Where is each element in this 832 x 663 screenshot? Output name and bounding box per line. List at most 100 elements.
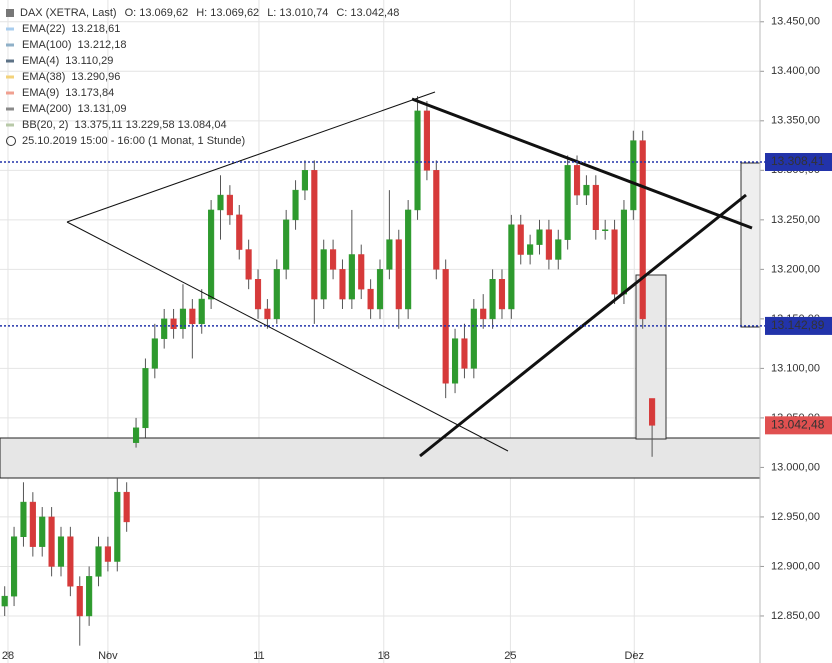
candle-body	[348, 254, 355, 300]
overlay: 13.308,41 13.142,89 13.042,48 DAX (XETRA, L…	[0, 7, 832, 435]
indicator-value: 13.131,09	[78, 103, 127, 115]
candle-body	[498, 279, 506, 310]
indicator-name: BB(20, 2)	[22, 119, 68, 131]
indicator-value: 13.110,29	[65, 55, 113, 67]
candle-body	[170, 318, 177, 330]
candle-body	[179, 308, 187, 330]
legend-swatch	[6, 9, 14, 17]
candle-body	[86, 576, 93, 617]
candle-body	[67, 536, 74, 587]
indicator-value: 13.212,18	[78, 39, 127, 51]
trend-line	[66, 91, 436, 223]
candle-body	[264, 308, 271, 320]
indicator-name: EMA(38)	[22, 71, 65, 83]
candle-body	[254, 279, 262, 310]
candle-body	[189, 308, 196, 325]
indicator-value: 13.375,11 13.229,58 13.084,04	[74, 119, 226, 131]
indicator-value: 13.290,96	[71, 71, 120, 83]
y-tick-label: 12.950,00	[771, 511, 820, 523]
candle-body	[386, 239, 393, 270]
candle-body	[339, 269, 346, 300]
ohlc-label: H: 13.069,62	[196, 7, 259, 19]
indicator-value: 13.218,61	[71, 23, 120, 35]
candle-body	[245, 249, 252, 280]
candle-body	[11, 536, 18, 597]
candle-body	[208, 209, 215, 300]
y-tick-label: 13.100,00	[771, 362, 820, 374]
candle-body	[592, 184, 599, 230]
trend-lines	[66, 91, 753, 458]
candle-body	[602, 229, 609, 231]
y-tick-label: 12.900,00	[771, 560, 820, 572]
candle-body	[573, 165, 581, 196]
support-zone	[0, 437, 761, 479]
candle-body	[217, 194, 224, 211]
candle-body	[20, 501, 27, 537]
trend-line	[66, 221, 509, 452]
candle-body	[423, 110, 430, 171]
candle-body	[583, 184, 590, 196]
candle-body	[639, 140, 646, 320]
candle-body	[1, 595, 8, 607]
trend-line	[411, 97, 753, 230]
candle-body	[555, 239, 562, 260]
candle-body	[508, 224, 515, 310]
candle-body	[301, 170, 309, 191]
candle-body	[95, 546, 102, 577]
candle-body	[151, 338, 158, 369]
candle-body	[142, 368, 149, 429]
x-tick-label: 11	[253, 650, 264, 662]
candle-body	[29, 501, 36, 547]
candle-body	[273, 269, 280, 320]
candle-body	[320, 249, 327, 300]
y-tick-label: 13.350,00	[771, 115, 820, 127]
indicator-name: EMA(100)	[22, 39, 72, 51]
candle-body	[48, 516, 55, 567]
indicator-name: EMA(4)	[22, 55, 59, 67]
price-tag-label: 13.308,41	[771, 154, 825, 168]
candle-body	[236, 214, 243, 250]
x-tick-label: Dez	[624, 650, 644, 662]
ohlc-label: O: 13.069,62	[125, 7, 189, 19]
candle-body	[630, 140, 637, 211]
candle-body	[545, 229, 552, 260]
x-tick-label: 28	[2, 650, 14, 662]
candle-body	[358, 254, 365, 290]
range-box	[740, 162, 761, 328]
candle-body	[132, 427, 140, 443]
candle-body	[611, 229, 618, 295]
y-tick-label: 13.450,00	[771, 16, 820, 28]
candle-body	[226, 194, 233, 216]
candle-body	[517, 224, 524, 255]
candle-body	[405, 209, 412, 310]
indicator-name: EMA(22)	[22, 23, 65, 35]
period: 25.10.2019 15:00 - 16:00 (1 Monat, 1 Stu…	[22, 135, 245, 147]
price-tag	[765, 153, 832, 172]
candle-body	[489, 279, 496, 320]
candle-body	[367, 288, 374, 310]
candle-body	[104, 546, 111, 562]
candles	[1, 96, 656, 646]
candle-body	[480, 308, 487, 320]
candle-body	[283, 219, 290, 270]
candle-body	[414, 110, 421, 211]
indicator-name: EMA(9)	[22, 87, 59, 99]
y-tick-label: 13.000,00	[771, 461, 820, 473]
candle-body	[470, 308, 477, 369]
indicator-value: 13.173,84	[65, 87, 114, 99]
ohlc-label: L: 13.010,74	[267, 7, 328, 19]
candle-body	[311, 170, 318, 300]
candle-body	[330, 249, 337, 270]
candle-body	[161, 318, 168, 339]
clock-icon	[6, 136, 16, 146]
price-tag	[765, 316, 832, 335]
symbol: DAX (XETRA, Last)	[20, 7, 117, 19]
y-tick-label: 13.200,00	[771, 263, 820, 275]
price-tag-label: 13.142,89	[771, 318, 825, 332]
y-tick-label: 12.850,00	[771, 610, 820, 622]
candle-body	[620, 209, 628, 295]
candle-body	[114, 491, 121, 562]
y-tick-label: 13.250,00	[771, 214, 820, 226]
